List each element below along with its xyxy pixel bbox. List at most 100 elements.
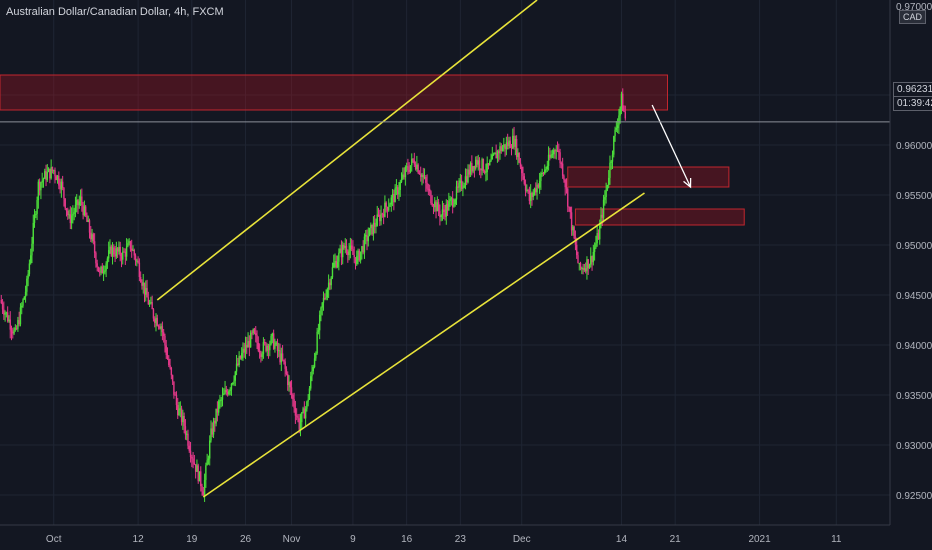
candle-body: [560, 163, 563, 165]
candle-body: [327, 282, 330, 290]
candle-body: [524, 183, 527, 191]
candle-body: [423, 177, 426, 179]
candle-body: [595, 243, 597, 248]
candle-body: [243, 348, 245, 353]
zone-rect: [567, 166, 730, 188]
candle-body: [125, 246, 128, 257]
candle-body: [559, 152, 561, 164]
candle-body: [49, 168, 51, 179]
candle-body: [458, 182, 460, 188]
candle-body: [242, 348, 244, 354]
candle-body: [382, 213, 385, 217]
time-axis[interactable]: [0, 525, 932, 550]
candle-body: [74, 204, 77, 213]
candle-body: [620, 93, 623, 107]
candle-body: [223, 393, 225, 395]
candle-body: [531, 193, 533, 197]
candle-body: [32, 222, 34, 244]
candle-body: [623, 110, 625, 112]
candle-body: [544, 169, 546, 174]
candle-body: [44, 171, 46, 179]
candle-body: [205, 465, 207, 480]
y-tick-label: 0.92500: [896, 491, 932, 502]
y-tick-label: 0.95000: [896, 241, 932, 252]
candle-body: [506, 142, 509, 147]
candle-body: [422, 174, 424, 178]
candle-body: [104, 270, 106, 272]
candle-body: [558, 150, 560, 153]
channel-upper-line[interactable]: [156, 0, 538, 301]
candle-body: [615, 128, 618, 130]
candle-body: [517, 152, 519, 157]
candle-body: [197, 465, 199, 482]
candle-body: [251, 332, 253, 334]
candle-body: [154, 318, 156, 323]
candle-body: [308, 388, 311, 400]
candle-body: [481, 158, 483, 171]
candle-body: [252, 329, 254, 334]
candle-body: [145, 288, 147, 295]
candle-body: [329, 282, 331, 286]
candle-body: [76, 199, 78, 205]
candle-body: [232, 382, 234, 384]
candle-body: [554, 150, 556, 152]
candle-body: [473, 166, 476, 169]
candle-body: [555, 150, 557, 152]
candle-body: [87, 220, 89, 222]
candle-body: [36, 200, 38, 214]
candle-body: [363, 236, 366, 253]
candle-body: [505, 142, 508, 150]
candle-body: [128, 241, 130, 244]
candle-body: [239, 355, 242, 359]
candle-body: [529, 193, 532, 201]
candle-body: [5, 312, 8, 314]
candle-body: [599, 224, 601, 240]
candle-body: [400, 178, 403, 183]
candle-body: [616, 125, 619, 129]
candle-body: [151, 302, 153, 310]
candle-body: [58, 175, 60, 186]
candle-body: [164, 335, 166, 346]
x-tick-label: Nov: [283, 534, 301, 545]
candle-body: [46, 171, 49, 180]
candle-body: [368, 228, 371, 237]
channel-lower-line[interactable]: [202, 192, 645, 498]
y-tick-label-top: 0.97000: [896, 2, 932, 13]
candle-body: [453, 204, 455, 207]
candle-body: [619, 106, 621, 116]
candle-body: [496, 151, 499, 159]
candle-body: [405, 166, 408, 168]
candle-body: [100, 266, 102, 272]
candle-body: [430, 191, 432, 204]
candle-body: [131, 248, 133, 251]
candle-body: [64, 198, 66, 209]
candle-body: [474, 159, 477, 169]
candle-body: [119, 246, 121, 257]
candle-body: [139, 276, 142, 282]
y-tick-label: 0.96000: [896, 141, 932, 152]
candle-body: [478, 160, 481, 169]
candle-body: [244, 344, 247, 353]
candle-body: [69, 214, 72, 224]
candle-body: [59, 185, 61, 190]
candle-body: [408, 170, 410, 172]
candle-body: [225, 389, 228, 393]
candle-body: [192, 458, 194, 463]
candle-body: [303, 408, 306, 419]
candle-body: [604, 197, 606, 200]
candle-body: [578, 263, 580, 265]
candle-body: [267, 345, 270, 351]
candle-body: [515, 138, 518, 157]
candle-body: [92, 234, 95, 242]
candle-body: [226, 392, 229, 395]
currency-badge[interactable]: CAD: [899, 10, 927, 24]
candle-body: [275, 342, 277, 345]
candle-body: [257, 342, 260, 351]
zone-rect: [0, 74, 668, 111]
candle-body: [418, 172, 421, 175]
candle-body: [491, 154, 494, 160]
candle-body: [322, 298, 325, 303]
candle-body: [454, 199, 456, 205]
candle-body: [510, 147, 513, 149]
